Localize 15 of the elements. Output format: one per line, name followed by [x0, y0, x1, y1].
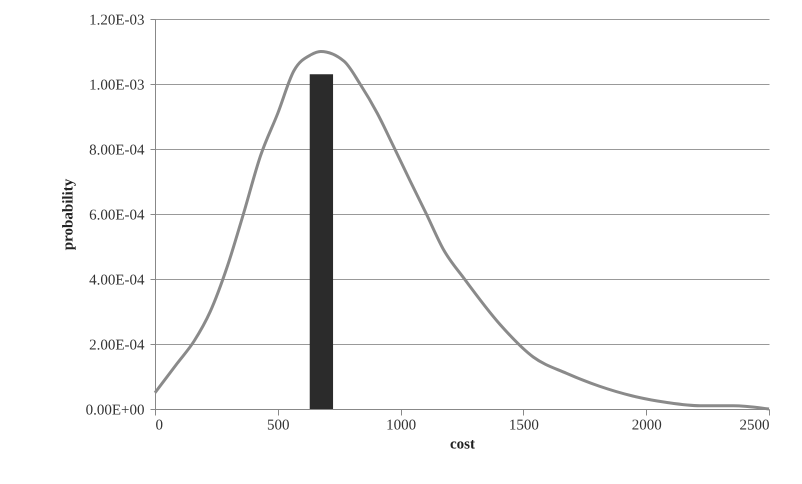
x-tick-label: 2000	[632, 418, 662, 434]
x-tick-label: 500	[267, 418, 290, 434]
x-tick-label: 0	[156, 418, 163, 434]
y-tick-label: 1.20E-03	[89, 12, 144, 28]
y-axis-title: probability	[60, 178, 77, 250]
y-tick-label: 6.00E-04	[89, 208, 145, 224]
x-tick-label: 1500	[508, 418, 539, 434]
y-tick-label: 8.00E-04	[89, 142, 145, 158]
x-axis-title: cost	[450, 436, 475, 452]
x-tick-label: 2500	[740, 418, 770, 434]
y-tick-label: 1.00E-03	[89, 78, 144, 94]
y-tick-label: 0.00E+00	[86, 402, 144, 418]
y-tick-label: 4.00E-04	[89, 272, 145, 288]
x-tick-label: 1000	[386, 418, 416, 434]
y-tick-label: 2.00E-04	[89, 338, 145, 354]
